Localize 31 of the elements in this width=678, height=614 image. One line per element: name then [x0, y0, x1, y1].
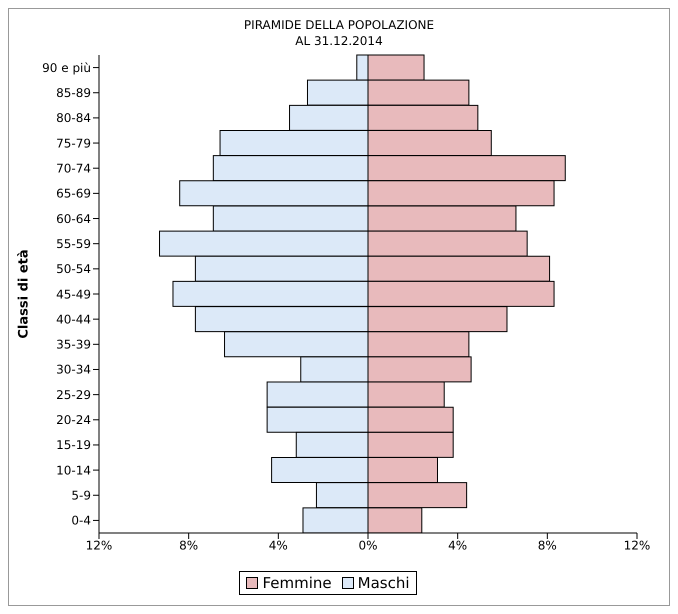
y-tick-label: 75-79	[56, 136, 91, 150]
y-tick-label: 45-49	[56, 287, 91, 302]
y-tick-label: 15-19	[56, 438, 91, 452]
y-tick-label: 55-59	[56, 236, 91, 251]
y-tick-label: 25-29	[56, 388, 91, 402]
y-tick-label: 65-69	[56, 186, 91, 201]
chart-title: PIRAMIDE DELLA POPOLAZIONE	[242, 17, 436, 33]
x-tick-label: 8%	[179, 538, 198, 553]
chart-subtitle: AL 31.12.2014	[294, 33, 384, 49]
y-tick-label: 10-14	[56, 463, 91, 478]
y-tick-label: 40-44	[56, 312, 91, 326]
y-tick-label: 70-74	[56, 161, 91, 176]
x-tick-label: 8%	[538, 538, 557, 553]
legend-label: Femmine	[261, 574, 332, 592]
y-tick-label: 35-39	[56, 338, 91, 352]
y-tick-label: 90 e più	[42, 60, 91, 75]
y-tick-label: 30-34	[56, 362, 91, 377]
y-axis-title: Classi di età	[16, 249, 32, 339]
x-tick-label: 0%	[358, 538, 378, 553]
y-tick-label: 60-64	[56, 212, 91, 226]
x-tick-label: 4%	[448, 538, 468, 553]
x-tick-label: 4%	[268, 538, 288, 553]
x-tick-label: 12%	[624, 538, 650, 553]
x-tick-label: 12%	[86, 538, 112, 553]
y-tick-label: 85-89	[56, 86, 91, 100]
legend-label: Maschi	[356, 574, 410, 592]
y-tick-label: 0-4	[71, 514, 91, 528]
y-tick-label: 50-54	[56, 262, 91, 276]
y-tick-label: 80-84	[56, 111, 91, 126]
y-tick-label: 5-9	[71, 488, 91, 503]
y-tick-label: 20-24	[56, 413, 91, 428]
